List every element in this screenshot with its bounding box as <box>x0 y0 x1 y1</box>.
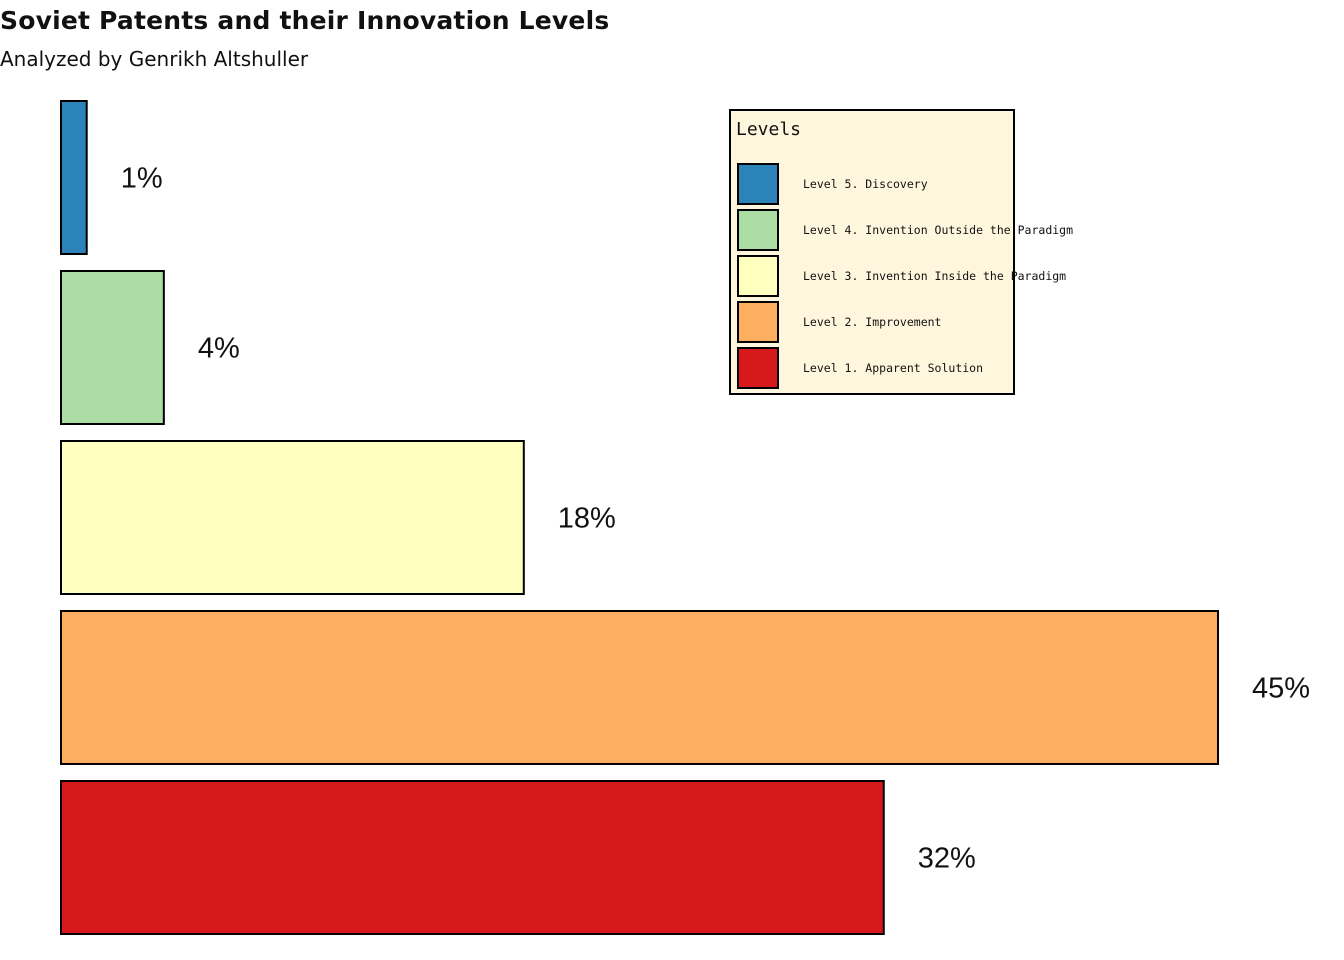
bar-level-5 <box>60 100 88 255</box>
legend-title: Levels <box>736 119 802 140</box>
data-label-level-4: 4% <box>198 333 240 365</box>
legend-item-level-5: Level 5. Discovery <box>737 163 1013 207</box>
legend-label-level-3: Level 3. Invention Inside the Paradigm <box>803 269 1067 283</box>
legend-swatch-level-4 <box>737 209 779 251</box>
chart-subtitle: Analyzed by Genrikh Altshuller <box>0 47 309 71</box>
data-label-level-5: 1% <box>121 163 163 195</box>
legend-item-level-4: Level 4. Invention Outside the Paradigm <box>737 209 1073 253</box>
legend-item-level-1: Level 1. Apparent Solution <box>737 347 1013 391</box>
chart-title: Soviet Patents and their Innovation Leve… <box>0 6 610 35</box>
legend-swatch-level-5 <box>737 163 779 205</box>
data-label-level-1: 32% <box>918 843 976 875</box>
legend-label-level-2: Level 2. Improvement <box>803 315 942 329</box>
bar-level-3 <box>60 440 525 595</box>
legend: Levels Level 5. Discovery Level 4. Inven… <box>729 109 1073 395</box>
bar-level-4 <box>60 270 165 425</box>
legend-swatch-level-1 <box>737 347 779 389</box>
data-label-level-2: 45% <box>1252 673 1310 705</box>
data-label-level-3: 18% <box>558 503 616 535</box>
bar-level-2 <box>60 610 1219 765</box>
legend-label-level-1: Level 1. Apparent Solution <box>803 361 984 375</box>
legend-item-level-2: Level 2. Improvement <box>737 301 1013 345</box>
legend-swatch-level-2 <box>737 301 779 343</box>
legend-label-level-4: Level 4. Invention Outside the Paradigm <box>803 223 1074 237</box>
legend-item-level-3: Level 3. Invention Inside the Paradigm <box>737 255 1066 299</box>
bar-level-1 <box>60 780 885 935</box>
legend-swatch-level-3 <box>737 255 779 297</box>
legend-label-level-5: Level 5. Discovery <box>803 177 928 191</box>
